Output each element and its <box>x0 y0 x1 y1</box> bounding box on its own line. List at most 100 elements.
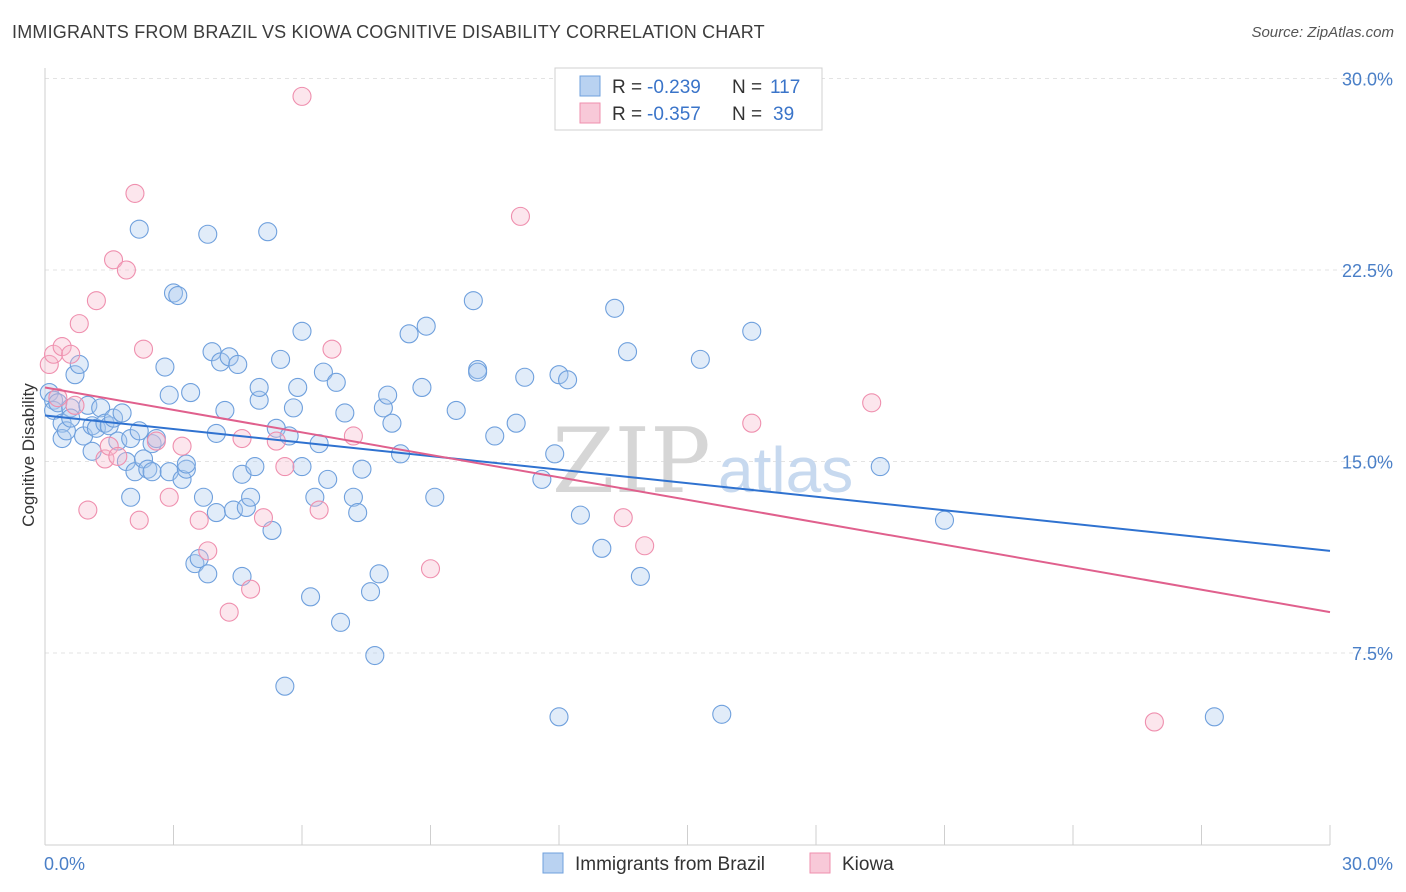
stats-legend-n-value-kiowa: 39 <box>773 104 794 125</box>
point-brazil-9 <box>65 365 85 385</box>
point-kiowa-20 <box>198 541 218 561</box>
point-kiowa-21 <box>219 602 239 622</box>
point-kiowa-24 <box>253 508 274 528</box>
stats-legend: R = -0.239 N = 117 R = -0.357 N = 39 <box>554 67 823 131</box>
point-brazil-107 <box>617 342 638 362</box>
point-kiowa-17 <box>159 487 179 507</box>
point-kiowa-3 <box>61 344 81 364</box>
series-legend-label-kiowa: Kiowa <box>842 854 894 875</box>
point-kiowa-22 <box>232 428 252 449</box>
point-brazil-74 <box>318 469 338 489</box>
point-brazil-114 <box>1204 707 1224 727</box>
point-brazil-73 <box>313 362 333 382</box>
point-brazil-100 <box>545 444 565 464</box>
point-kiowa-23 <box>241 579 261 599</box>
point-brazil-104 <box>570 505 590 525</box>
watermark: ZIP atlas <box>552 409 853 514</box>
point-brazil-44 <box>198 564 218 584</box>
stats-legend-swatch-brazil <box>579 75 601 97</box>
trend-lines <box>44 386 1331 614</box>
point-brazil-52 <box>228 354 248 375</box>
stats-legend-r-value-kiowa: -0.357 <box>647 104 701 125</box>
point-brazil-79 <box>348 503 368 523</box>
point-brazil-86 <box>382 413 402 433</box>
point-kiowa-31 <box>420 559 441 579</box>
point-brazil-77 <box>335 403 355 423</box>
point-brazil-98 <box>515 367 535 387</box>
x-tick-label-1: 30.0% <box>1342 854 1393 874</box>
watermark-zip: ZIP <box>552 409 711 514</box>
point-kiowa-34 <box>635 536 655 556</box>
point-brazil-90 <box>416 316 436 336</box>
y-tick-labels: 7.5% 15.0% 22.5% 30.0% <box>1342 70 1393 665</box>
point-brazil-47 <box>206 503 226 523</box>
series-legend-swatch-brazil <box>542 852 564 874</box>
point-brazil-78 <box>343 487 363 507</box>
y-tick-label-0: 7.5% <box>1352 644 1393 664</box>
data-points <box>39 86 1224 732</box>
point-brazil-103 <box>558 370 578 390</box>
point-brazil-81 <box>360 582 381 602</box>
series-legend-swatch-kiowa <box>809 852 831 874</box>
point-brazil-30 <box>142 462 162 482</box>
point-kiowa-13 <box>125 183 145 203</box>
watermark-atlas: atlas <box>718 434 853 506</box>
point-brazil-71 <box>305 487 325 507</box>
point-brazil-111 <box>742 321 762 341</box>
point-brazil-88 <box>399 324 419 344</box>
point-brazil-67 <box>288 377 308 398</box>
axes <box>44 68 1331 846</box>
point-brazil-49 <box>215 400 235 420</box>
point-kiowa-6 <box>78 500 98 520</box>
point-brazil-115 <box>198 224 218 244</box>
point-brazil-33 <box>159 385 179 405</box>
point-kiowa-0 <box>39 354 59 375</box>
point-brazil-110 <box>712 704 732 724</box>
point-brazil-97 <box>506 413 526 433</box>
point-brazil-63 <box>271 349 291 369</box>
point-kiowa-19 <box>189 510 209 530</box>
point-brazil-66 <box>283 398 303 418</box>
point-kiowa-4 <box>65 395 85 415</box>
point-kiowa-18 <box>172 436 192 456</box>
y-tick-label-2: 22.5% <box>1342 261 1393 281</box>
gridlines <box>45 78 1392 654</box>
point-kiowa-38 <box>48 388 68 408</box>
point-brazil-109 <box>690 349 710 369</box>
series-legend: Immigrants from Brazil Kiowa <box>542 852 894 875</box>
point-kiowa-29 <box>322 339 342 359</box>
point-brazil-105 <box>592 538 612 558</box>
point-kiowa-7 <box>86 291 106 311</box>
point-brazil-16 <box>91 398 111 418</box>
stats-legend-r-value-brazil: -0.239 <box>647 77 701 98</box>
stats-legend-r-label-kiowa: R = <box>612 104 642 125</box>
stats-legend-n-label-brazil: N = <box>732 77 762 98</box>
point-brazil-93 <box>463 291 483 311</box>
x-tick-label-0: 0.0% <box>44 854 85 874</box>
point-kiowa-32 <box>510 206 531 226</box>
point-brazil-113 <box>934 510 955 530</box>
point-kiowa-37 <box>1144 712 1164 732</box>
point-brazil-101 <box>549 707 569 727</box>
point-kiowa-16 <box>146 431 166 451</box>
point-brazil-24 <box>121 487 141 507</box>
point-kiowa-28 <box>309 500 329 520</box>
point-brazil-36 <box>168 285 188 306</box>
point-brazil-85 <box>378 385 398 405</box>
point-brazil-96 <box>485 426 505 446</box>
point-brazil-59 <box>249 377 269 398</box>
point-kiowa-33 <box>613 508 633 528</box>
point-brazil-56 <box>241 487 261 507</box>
point-kiowa-12 <box>116 260 136 280</box>
point-brazil-39 <box>176 454 196 474</box>
point-brazil-32 <box>155 357 175 377</box>
chart-title: IMMIGRANTS FROM BRAZIL VS KIOWA COGNITIV… <box>12 22 765 42</box>
point-kiowa-26 <box>275 457 295 477</box>
point-brazil-112 <box>870 457 890 477</box>
point-kiowa-11 <box>108 446 128 466</box>
point-brazil-43 <box>193 487 214 507</box>
y-tick-label-1: 15.0% <box>1342 453 1393 473</box>
point-brazil-76 <box>330 612 351 632</box>
y-tick-label-3: 30.0% <box>1342 70 1393 90</box>
